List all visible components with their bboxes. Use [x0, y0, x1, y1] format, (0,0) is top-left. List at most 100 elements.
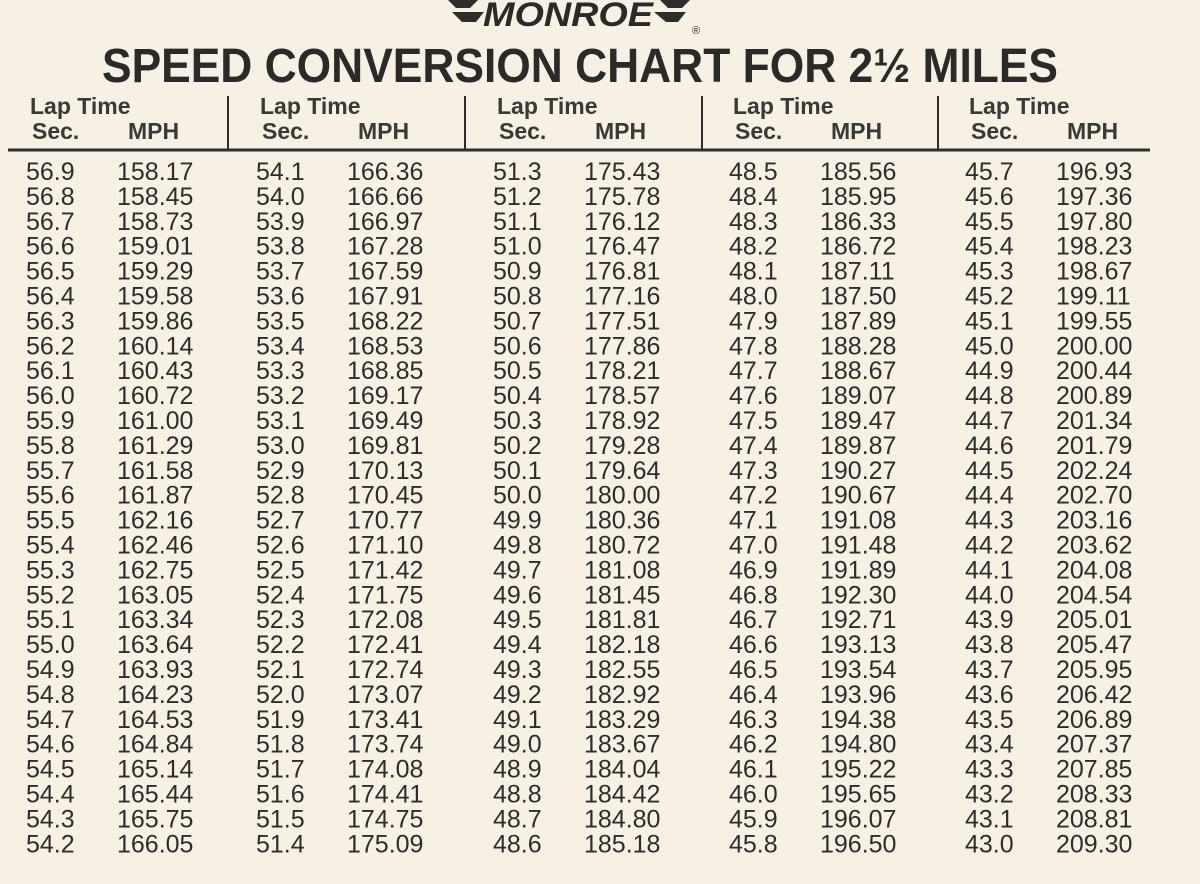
lap-seconds: 51.6 [256, 781, 305, 809]
lap-seconds: 54.6 [26, 731, 75, 759]
speed-mph: 201.34 [1056, 407, 1133, 435]
logo-stripe [448, 0, 478, 8]
lap-seconds: 47.0 [729, 532, 778, 560]
lap-seconds: 44.6 [965, 432, 1014, 460]
lap-seconds: 44.8 [965, 382, 1014, 410]
lap-seconds: 55.9 [26, 407, 75, 435]
speed-mph: 161.00 [117, 407, 193, 435]
lap-seconds: 44.3 [965, 507, 1014, 535]
header-sec: Sec. [32, 118, 79, 144]
speed-mph: 193.54 [820, 656, 897, 684]
speed-mph: 166.97 [347, 208, 423, 236]
header-lap-time: Lap Time [497, 93, 598, 119]
logo-mark: ® [692, 25, 700, 37]
lap-seconds: 50.3 [493, 407, 542, 435]
lap-seconds: 44.0 [965, 581, 1014, 609]
lap-seconds: 43.5 [965, 706, 1014, 734]
speed-mph: 189.07 [820, 382, 896, 410]
speed-mph: 184.04 [584, 756, 661, 784]
speed-mph: 160.43 [117, 357, 193, 385]
speed-mph: 168.85 [347, 357, 423, 385]
header-lap-time: Lap Time [30, 93, 131, 119]
speed-mph: 198.23 [1056, 233, 1132, 261]
speed-mph: 199.11 [1056, 283, 1131, 311]
lap-seconds: 51.0 [493, 233, 542, 261]
lap-seconds: 53.9 [256, 208, 305, 236]
lap-seconds: 43.7 [965, 656, 1014, 684]
speed-mph: 172.08 [347, 606, 423, 634]
lap-seconds: 48.2 [729, 233, 778, 261]
speed-mph: 167.28 [347, 233, 423, 261]
lap-seconds: 52.9 [256, 457, 305, 485]
speed-mph: 176.81 [584, 258, 660, 286]
lap-seconds: 50.4 [493, 382, 542, 410]
lap-seconds: 43.2 [965, 781, 1014, 809]
speed-mph: 168.53 [347, 332, 423, 360]
speed-mph: 191.89 [820, 556, 896, 584]
speed-mph: 161.87 [117, 482, 193, 510]
speed-mph: 177.16 [584, 283, 660, 311]
lap-seconds: 48.4 [729, 183, 778, 211]
lap-seconds: 52.7 [256, 507, 305, 535]
speed-mph: 170.45 [347, 482, 423, 510]
lap-seconds: 55.5 [26, 507, 75, 535]
speed-mph: 196.93 [1056, 158, 1132, 186]
lap-seconds: 49.2 [493, 681, 542, 709]
lap-seconds: 53.2 [256, 382, 305, 410]
header-sec: Sec. [262, 118, 309, 144]
header-mph: MPH [128, 118, 179, 144]
speed-mph: 204.54 [1056, 581, 1133, 609]
speed-mph: 163.93 [117, 656, 193, 684]
lap-seconds: 56.3 [26, 307, 75, 335]
lap-seconds: 45.8 [729, 830, 778, 858]
header-mph: MPH [595, 118, 646, 144]
speed-mph: 197.80 [1056, 208, 1132, 236]
speed-mph: 182.18 [584, 631, 660, 659]
speed-mph: 200.44 [1056, 357, 1133, 385]
lap-seconds: 44.2 [965, 532, 1014, 560]
speed-mph: 205.47 [1056, 631, 1132, 659]
speed-mph: 181.08 [584, 556, 660, 584]
speed-mph: 204.08 [1056, 556, 1132, 584]
header-sec: Sec. [971, 118, 1018, 144]
lap-seconds: 56.9 [26, 158, 75, 186]
speed-mph: 173.07 [347, 681, 423, 709]
speed-mph: 175.78 [584, 183, 660, 211]
speed-mph: 167.91 [347, 283, 423, 311]
speed-mph: 181.81 [584, 606, 660, 634]
speed-mph: 166.66 [347, 183, 423, 211]
speed-mph: 159.29 [117, 258, 193, 286]
lap-seconds: 49.9 [493, 507, 542, 535]
lap-seconds: 50.0 [493, 482, 542, 510]
lap-seconds: 48.6 [493, 830, 542, 858]
speed-mph: 179.64 [584, 457, 661, 485]
lap-seconds: 48.1 [729, 258, 778, 286]
lap-seconds: 56.0 [26, 382, 75, 410]
speed-mph: 185.95 [820, 183, 896, 211]
speed-mph: 164.23 [117, 681, 193, 709]
speed-mph: 163.05 [117, 581, 193, 609]
speed-mph: 182.92 [584, 681, 660, 709]
speed-mph: 178.21 [584, 357, 660, 385]
speed-mph: 167.59 [347, 258, 423, 286]
speed-mph: 184.80 [584, 805, 660, 833]
speed-mph: 165.75 [117, 805, 193, 833]
lap-seconds: 45.9 [729, 805, 778, 833]
speed-mph: 192.30 [820, 581, 896, 609]
speed-mph: 163.64 [117, 631, 194, 659]
speed-mph: 183.67 [584, 731, 660, 759]
lap-seconds: 53.3 [256, 357, 305, 385]
speed-mph: 186.72 [820, 233, 896, 261]
lap-seconds: 55.4 [26, 532, 75, 560]
logo-stripe [660, 0, 690, 8]
lap-seconds: 52.6 [256, 532, 305, 560]
speed-mph: 207.37 [1056, 731, 1132, 759]
lap-seconds: 52.0 [256, 681, 305, 709]
lap-seconds: 45.7 [965, 158, 1014, 186]
speed-mph: 193.13 [820, 631, 896, 659]
lap-seconds: 51.3 [493, 158, 542, 186]
lap-seconds: 54.3 [26, 805, 75, 833]
lap-seconds: 55.1 [26, 606, 75, 634]
